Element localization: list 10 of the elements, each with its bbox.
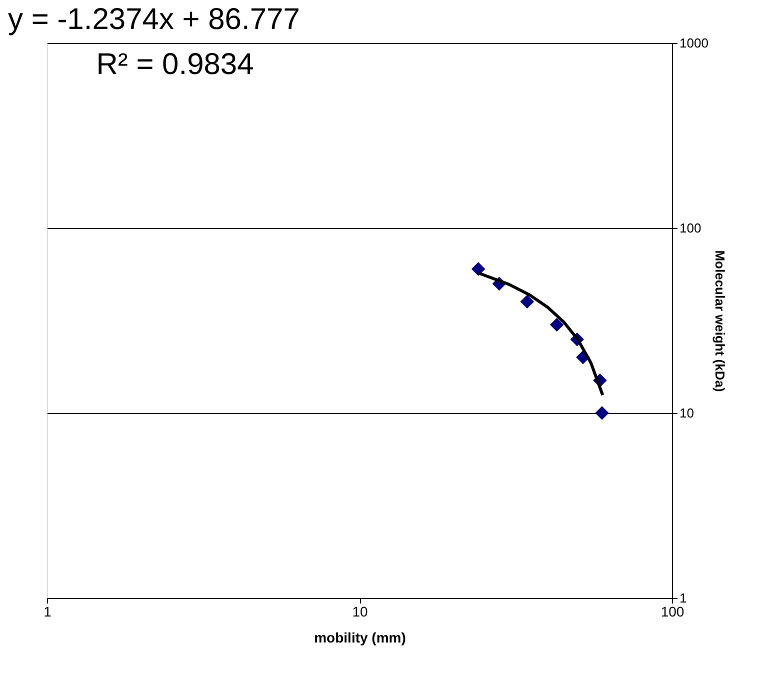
x-axis-title: mobility (mm) bbox=[314, 630, 406, 646]
x-tick-label: 1 bbox=[44, 604, 52, 620]
y-tick-label: 1 bbox=[680, 590, 687, 606]
y-tick-label: 10 bbox=[680, 406, 694, 420]
x-tick-label: 10 bbox=[352, 604, 368, 620]
y-axis-title: Molecular weight (kDa) bbox=[712, 250, 728, 392]
annotation: R² = 0.9834 bbox=[96, 48, 254, 81]
y-tick-label: 100 bbox=[680, 220, 702, 236]
text: y = -1.2374x + 86.777 bbox=[8, 3, 300, 36]
y-tick-label: 1000 bbox=[680, 36, 708, 50]
